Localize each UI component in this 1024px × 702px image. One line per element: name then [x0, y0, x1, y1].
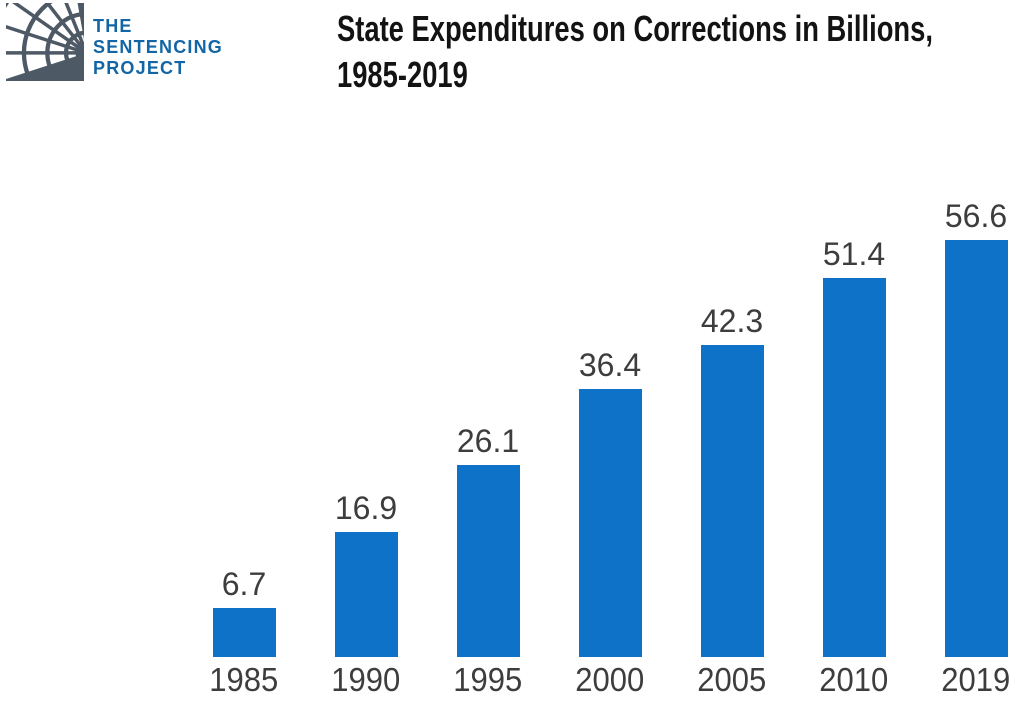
x-axis-label: 1990	[331, 660, 401, 698]
chart-title: State Expenditures on Corrections in Bil…	[337, 6, 933, 98]
sentencing-project-logo-icon	[6, 3, 84, 81]
bar	[700, 345, 764, 657]
logo-wordmark-line: THE	[93, 16, 133, 36]
logo-wordmark-line: SENTENCING	[93, 37, 224, 57]
chart-title-line1: State Expenditures on Corrections in Bil…	[337, 8, 933, 49]
x-axis-label: 1985	[209, 660, 279, 698]
x-axis-label: 2005	[697, 660, 767, 698]
bar-column: 51.4 2010	[793, 236, 915, 702]
bar	[212, 608, 276, 657]
x-axis-label: 2000	[575, 660, 645, 698]
bar-value-label: 26.1	[456, 423, 520, 459]
x-axis-label: 2019	[941, 660, 1011, 698]
chart-title-line2: 1985-2019	[337, 54, 468, 95]
bar-column: 36.4 2000	[549, 347, 671, 702]
x-axis-label: 1995	[453, 660, 523, 698]
bar-value-label: 6.7	[221, 566, 267, 602]
bar	[578, 389, 642, 657]
logo-wordmark-line: PROJECT	[93, 58, 187, 78]
bar-value-label: 16.9	[334, 490, 398, 526]
bar-column: 56.6 2019	[915, 198, 1024, 702]
bar-column: 16.9 1990	[305, 490, 427, 702]
bar-column: 26.1 1995	[427, 423, 549, 702]
bar-value-label: 42.3	[700, 303, 764, 339]
bar	[456, 465, 520, 657]
bar	[334, 532, 398, 657]
sentencing-project-logo: THE SENTENCING PROJECT	[6, 3, 223, 81]
bar-column: 42.3 2005	[671, 303, 793, 702]
bar-column: 6.7 1985	[183, 566, 305, 702]
bar-value-label: 51.4	[822, 236, 886, 272]
bar-value-label: 56.6	[944, 198, 1008, 234]
x-axis-label: 2010	[819, 660, 889, 698]
bar-value-label: 36.4	[578, 347, 642, 383]
bar	[944, 240, 1008, 657]
logo-wordmark: THE SENTENCING PROJECT	[93, 16, 223, 79]
bar	[822, 278, 886, 657]
